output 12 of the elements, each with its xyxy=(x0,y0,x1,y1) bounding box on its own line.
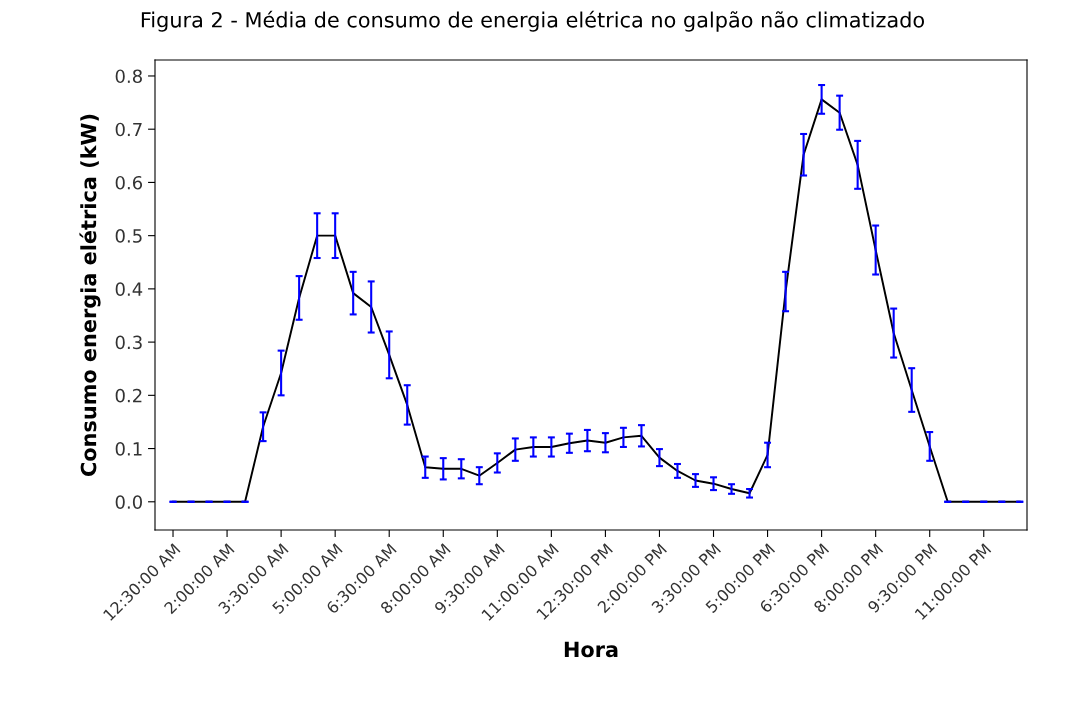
y-tick-label: 0.6 xyxy=(115,175,143,190)
y-tick-label: 0.7 xyxy=(115,122,142,137)
x-axis-title: Hora xyxy=(564,641,618,658)
y-tick-label: 0.1 xyxy=(115,442,142,456)
y-axis-title: Consumo energia elétrica (kW) xyxy=(79,114,101,476)
chart-title: Figura 2 - Média de consumo de energia elétrica no galpão não climatizado xyxy=(141,10,925,32)
y-tick-label: 0.8 xyxy=(115,69,142,84)
y-tick-label: 0.0 xyxy=(115,495,142,509)
y-tick-label: 0.4 xyxy=(115,282,143,296)
y-tick-label: 0.2 xyxy=(115,388,142,403)
y-tick-label: 0.5 xyxy=(115,229,142,243)
y-tick-label: 0.3 xyxy=(115,335,142,350)
